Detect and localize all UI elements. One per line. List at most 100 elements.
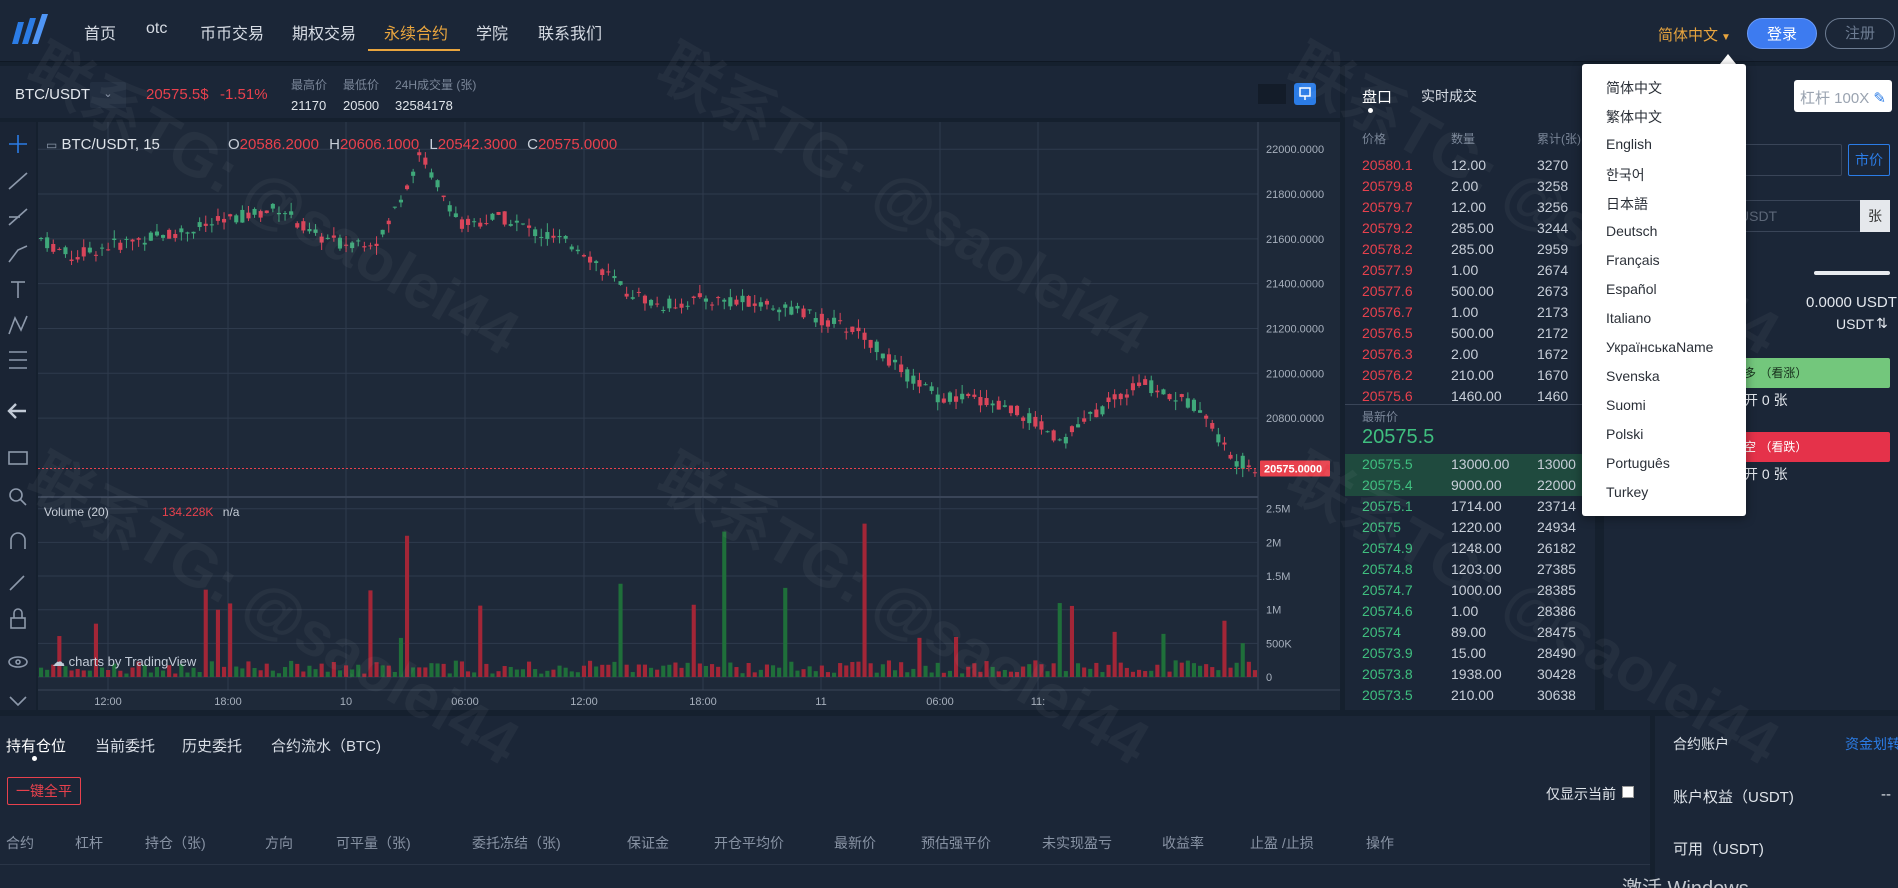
collapse-icon[interactable]: ▭ [46,138,58,152]
language-option[interactable]: Svenska [1606,368,1660,384]
language-option[interactable]: Français [1606,252,1660,268]
nav-contact[interactable]: 联系我们 [538,26,603,43]
leverage-select[interactable]: 杠杆 100X ✎ [1794,80,1892,112]
language-option[interactable]: Português [1606,455,1670,471]
nav-perpetual[interactable]: 永续合约 [384,26,449,43]
chart-canvas[interactable]: 22000.0000 21800.0000 21600.0000 21400.0000… [38,122,1340,710]
trend-line-icon[interactable] [8,172,28,190]
tab-open-orders[interactable]: 当前委托 [95,738,156,755]
orderbook-row[interactable]: 20575 1220.00 24934 [1345,517,1595,538]
price-input[interactable] [1734,144,1842,176]
fullscreen-button[interactable] [1294,83,1316,105]
row-total: 3256 [1537,199,1569,215]
candle-body [185,232,190,234]
eye-icon[interactable] [8,656,28,668]
orderbook-row[interactable]: 20574.9 1248.00 26182 [1345,538,1595,559]
nav-options[interactable]: 期权交易 [292,26,357,43]
transfer-link[interactable]: 资金划转 [1845,736,1898,752]
tab-contract-flow[interactable]: 合约流水（BTC) [271,738,381,755]
orderbook-row[interactable]: 20573.8 1938.00 30428 [1345,664,1595,685]
orderbook-row[interactable]: 20578.2 285.00 2959 [1345,239,1595,260]
orderbook-row[interactable]: 20579.8 2.00 3258 [1345,176,1595,197]
language-option[interactable]: 简体中文 [1606,80,1662,96]
price-chart[interactable]: 22000.0000 21800.0000 21600.0000 21400.0000… [38,122,1340,710]
row-price: 20574.9 [1362,540,1413,556]
volume-bar [295,663,300,677]
orderbook-row[interactable]: 20574.7 1000.00 28385 [1345,580,1595,601]
language-option[interactable]: 한국어 [1606,167,1645,183]
language-option[interactable]: 繁体中文 [1606,109,1662,125]
orderbook-row[interactable]: 20579.7 12.00 3256 [1345,197,1595,218]
candle-body [142,242,147,245]
nav-spot[interactable]: 币币交易 [200,26,265,43]
amount-slider[interactable] [1814,271,1890,275]
lock-icon[interactable] [10,608,26,629]
orderbook-row[interactable]: 20575.4 9000.00 22000 [1345,475,1595,496]
close-all-button[interactable]: 一键全平 [7,777,81,805]
unit-button[interactable]: 张 [1860,200,1890,232]
pair-dropdown[interactable]: ⌄ [90,82,126,108]
nav-home[interactable]: 首页 [84,26,117,43]
pattern-icon[interactable] [8,315,28,335]
amount-input[interactable]: USDT [1734,200,1864,232]
language-option[interactable]: Suomi [1606,397,1646,413]
volume-bar [514,669,519,677]
brush-icon[interactable] [8,245,28,263]
volume-bar [612,661,617,677]
fib-icon[interactable] [8,208,28,226]
measure-icon[interactable] [9,351,27,369]
orderbook-row[interactable]: 20573.5 210.00 30638 [1345,685,1595,706]
orderbook-row[interactable]: 20576.2 210.00 1670 [1345,365,1595,386]
candle-body [197,222,202,228]
volume-bar [716,666,721,677]
orderbook-row[interactable]: 20574 89.00 28475 [1345,622,1595,643]
language-option[interactable]: Español [1606,281,1657,297]
register-button[interactable]: 注册 [1825,18,1895,49]
candle-body [856,327,861,332]
language-option[interactable]: Turkey [1606,484,1649,500]
orderbook-row[interactable]: 20574.8 1203.00 27385 [1345,559,1595,580]
orderbook-row[interactable]: 20579.2 285.00 3244 [1345,218,1595,239]
language-option[interactable]: УкраїнськаName [1606,339,1714,355]
orderbook-row[interactable]: 20573.9 15.00 28490 [1345,643,1595,664]
chart-setting-slot[interactable] [1258,84,1286,104]
candle-body [270,203,275,209]
nav-otc[interactable]: otc [146,20,168,37]
language-option[interactable]: 日本語 [1606,196,1648,212]
buy-long-button[interactable]: 多 （看涨） [1734,358,1890,388]
transfer-icon[interactable]: ⇅ [1876,315,1888,331]
orderbook-row[interactable]: 20580.1 12.00 3270 [1345,155,1595,176]
pencil-lock-icon[interactable] [9,575,25,591]
tab-order-history[interactable]: 历史委托 [182,738,243,755]
tab-trades[interactable]: 实时成交 [1421,88,1477,104]
only-current-checkbox[interactable] [1622,786,1634,798]
logo-icon[interactable] [10,14,50,46]
orderbook-row[interactable]: 20576.5 500.00 2172 [1345,323,1595,344]
orderbook-row[interactable]: 20576.3 2.00 1672 [1345,344,1595,365]
orderbook-row[interactable]: 20575.1 1714.00 23714 [1345,496,1595,517]
orderbook-row[interactable]: 20577.9 1.00 2674 [1345,260,1595,281]
login-button[interactable]: 登录 [1747,18,1817,49]
orderbook-row[interactable]: 20575.5 13000.00 13000 [1345,454,1595,475]
sell-short-button[interactable]: 空 （看跌） [1734,432,1890,462]
language-option[interactable]: Deutsch [1606,223,1658,239]
arrow-left-icon[interactable] [7,403,26,419]
language-option[interactable]: Italiano [1606,310,1652,326]
text-icon[interactable] [11,281,25,298]
orderbook-row[interactable]: 20575.6 1460.00 1460 [1345,386,1595,407]
zoom-icon[interactable] [9,488,27,506]
magnet-icon[interactable] [10,532,26,549]
nav-academy[interactable]: 学院 [476,26,509,43]
language-option[interactable]: English [1606,136,1652,152]
tab-positions[interactable]: 持有仓位 [6,738,67,755]
market-price-button[interactable]: 市价 [1848,144,1890,176]
language-option[interactable]: Polski [1606,426,1644,442]
crosshair-icon[interactable] [9,135,27,153]
orderbook-row[interactable]: 20576.7 1.00 2173 [1345,302,1595,323]
orderbook-row[interactable]: 20574.6 1.00 28386 [1345,601,1595,622]
tab-orderbook[interactable]: 盘口 [1362,89,1393,106]
chevron-down-icon[interactable] [9,696,27,707]
indicators-icon[interactable] [8,451,28,465]
orderbook-row[interactable]: 20577.6 500.00 2673 [1345,281,1595,302]
language-selector[interactable]: 简体中文 ▼ [1658,24,1731,45]
